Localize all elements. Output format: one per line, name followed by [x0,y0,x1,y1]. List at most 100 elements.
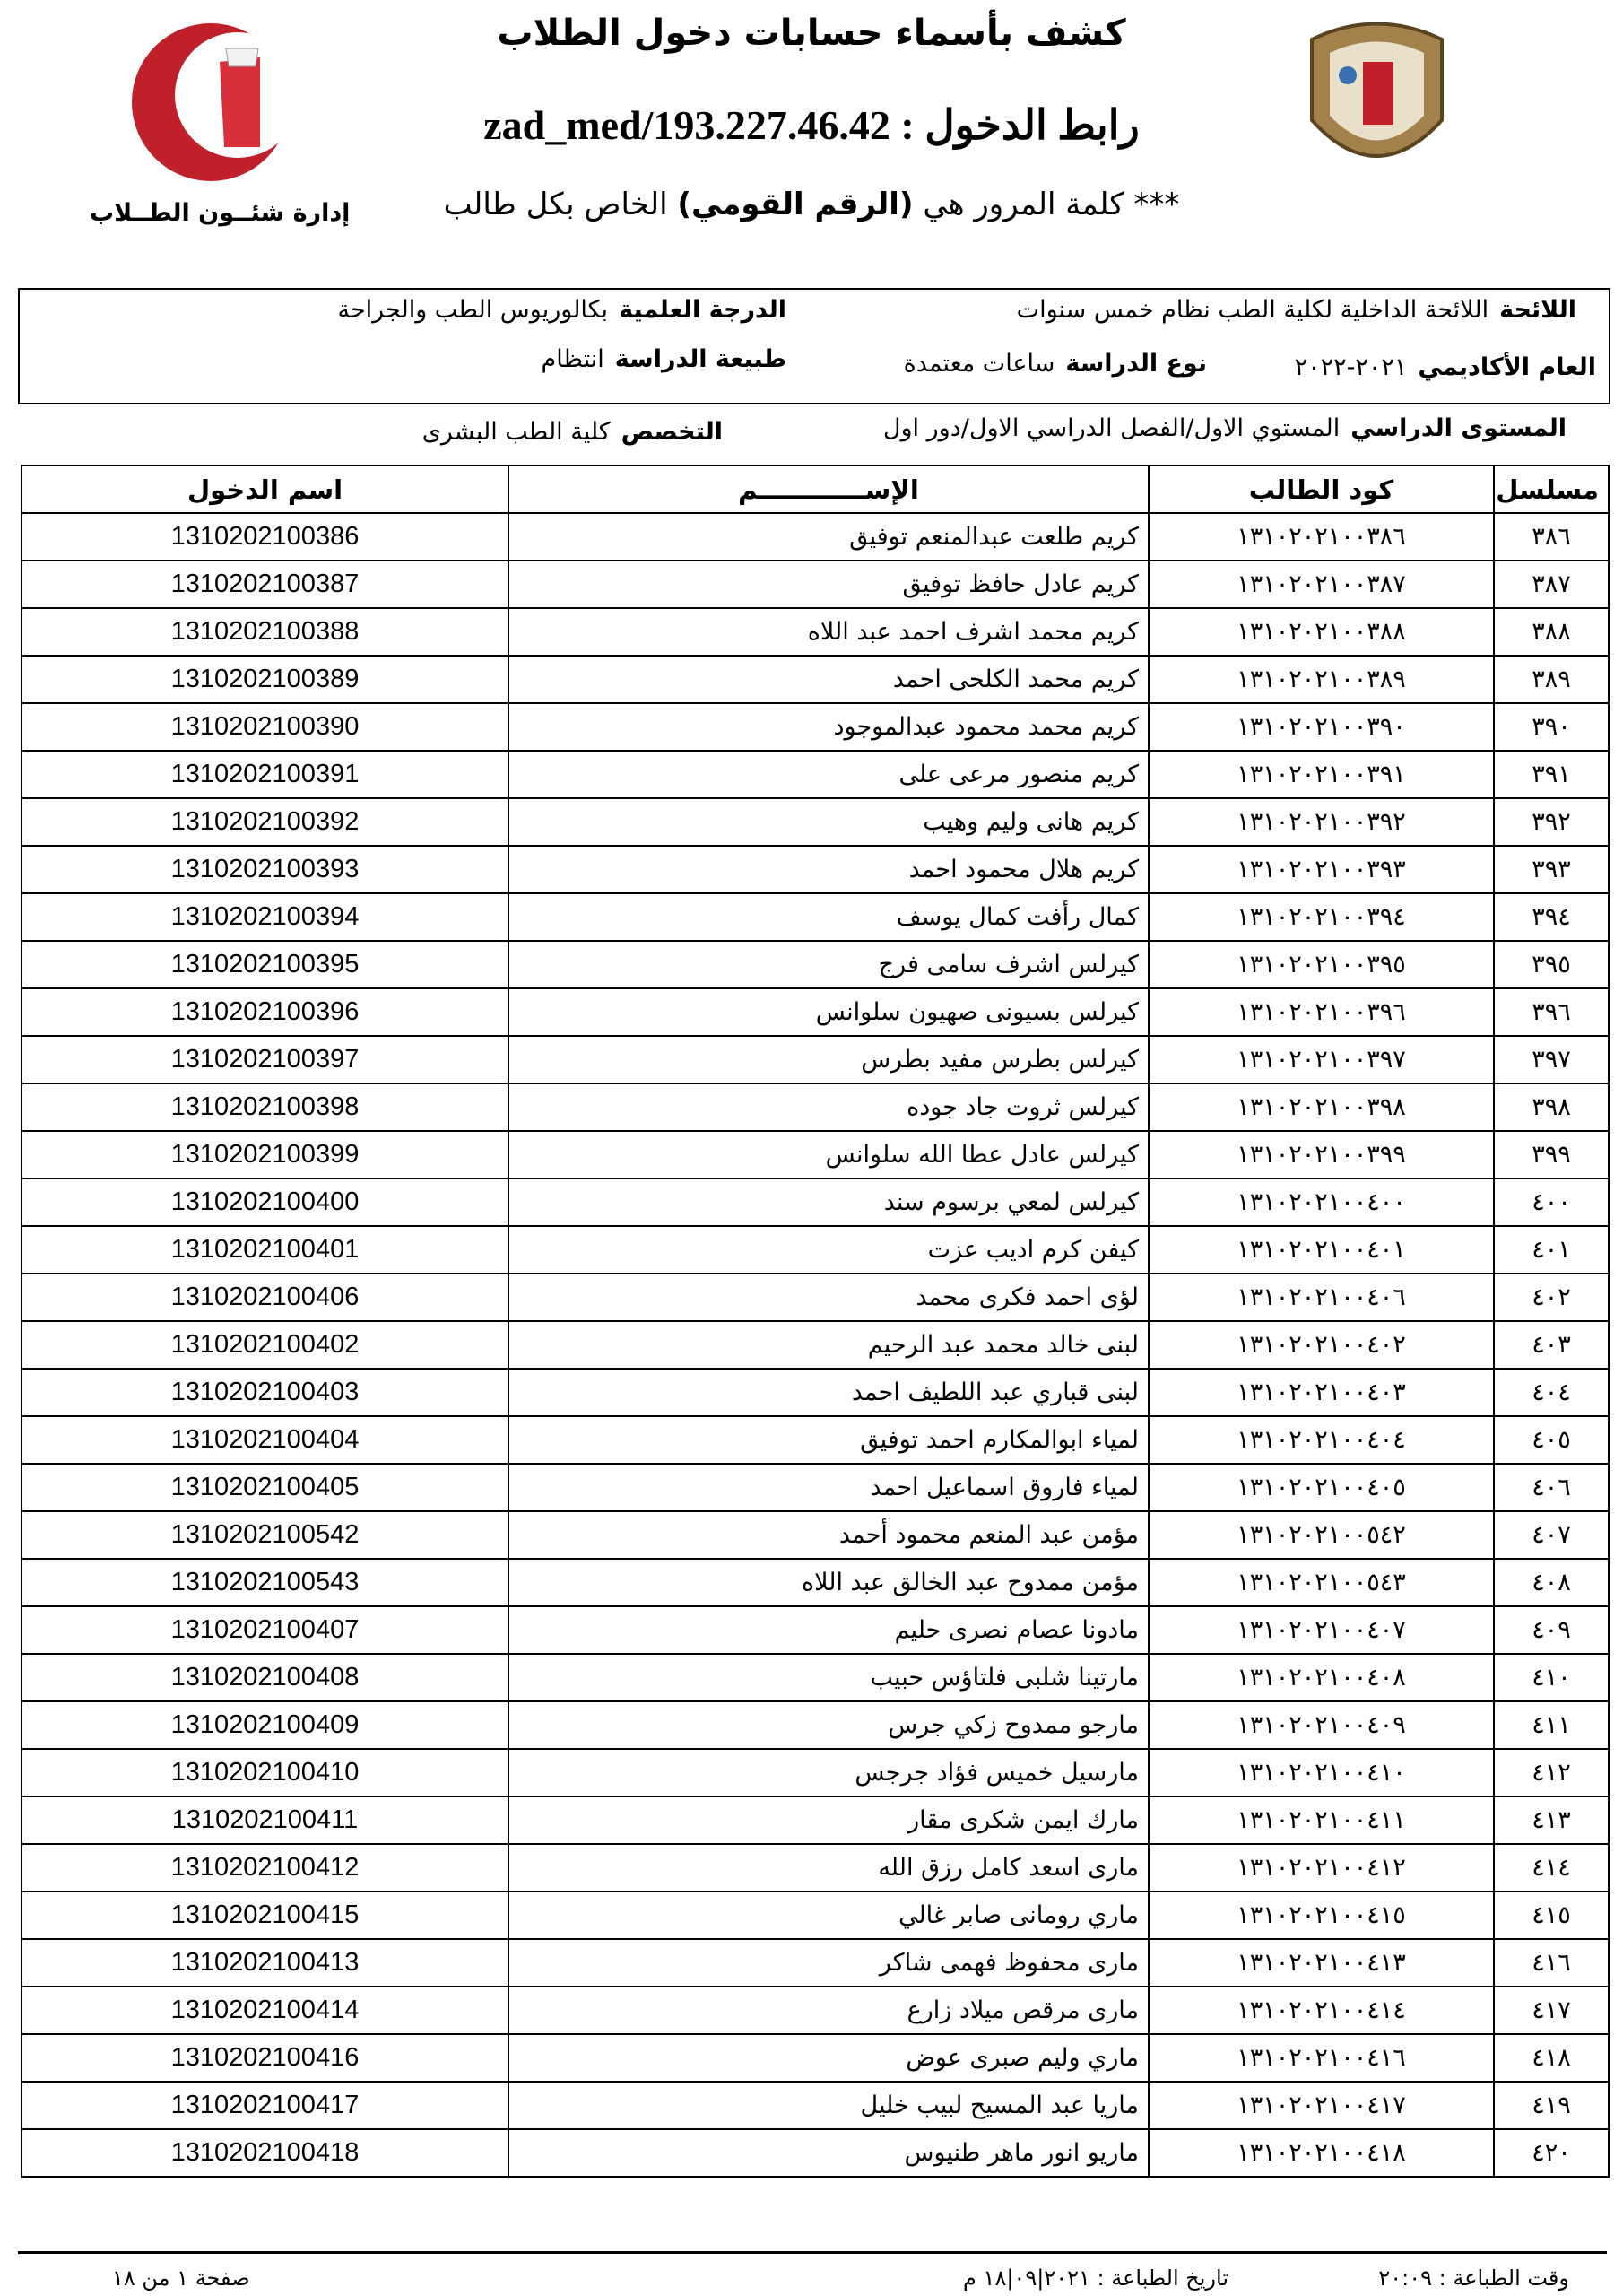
student-name-cell: كريم عادل حافظ توفيق [508,560,1150,609]
department: إدارة شئــون الطــلاب [90,199,351,227]
student-code-cell: ١٣١٠٢٠٢١٠٠٣٨٧ [1148,560,1495,609]
info-value: بكالوريوس الطب والجراحة [337,296,609,324]
info-item: التخصص كلية الطب البشرى [422,418,723,446]
column-header: الإســــــــــــم [508,465,1150,514]
students-table: مسلسل كود الطالب الإســــــــــــم اسم الدخ… [21,465,1610,2178]
student-code-cell: ١٣١٠٢٠٢١٠٠٤١٠ [1148,1748,1495,1797]
student-name-cell: كيرلس بسيونى صهيون سلوانس [508,987,1150,1037]
faculty-logo [132,23,296,181]
table-row: ٣٩٠ ١٣١٠٢٠٢١٠٠٣٩٠ كريم محمد محمود عبدالموج… [21,702,1610,752]
serial-cell: ٣٩١ [1493,750,1610,799]
table-row: ٣٩٦ ١٣١٠٢٠٢١٠٠٣٩٦ كيرلس بسيونى صهيون سلوان… [21,987,1610,1037]
login-name-cell: 1310202100407 [21,1605,509,1655]
table-row: ٣٨٩ ١٣١٠٢٠٢١٠٠٣٨٩ كريم محمد الكلحى احمد 131… [21,655,1610,704]
serial-cell: ٤٢٠ [1493,2128,1610,2178]
footer-rule [18,2251,1607,2254]
serial-cell: ٣٩٤ [1493,892,1610,942]
serial-cell: ٤٠٣ [1493,1320,1610,1370]
student-code-cell: ١٣١٠٢٠٢١٠٠٤١١ [1148,1796,1495,1845]
student-name-cell: كيرلس عادل عطا الله سلوانس [508,1130,1150,1179]
login-name-cell: 1310202100403 [21,1368,509,1417]
login-name-cell: 1310202100413 [21,1938,509,1987]
serial-cell: ٤١٣ [1493,1796,1610,1845]
student-code-cell: ١٣١٠٢٠٢١٠٠٣٩٠ [1148,702,1495,752]
serial-cell: ٤١٦ [1493,1938,1610,1987]
student-name-cell: كيرلس بطرس مفيد بطرس [508,1035,1150,1084]
login-name-cell: 1310202100543 [21,1558,509,1607]
login-name-cell: 1310202100418 [21,2128,509,2178]
serial-cell: ٣٩٦ [1493,987,1610,1037]
table-row: ٤٠٠ ١٣١٠٢٠٢١٠٠٤٠٠ كيرلس لمعي برسوم سند 1310… [21,1178,1610,1227]
login-name-cell: 1310202100411 [21,1796,509,1845]
info-item: اللائحة اللائحة الداخلية لكلية الطب نظام … [1017,296,1576,324]
student-code-cell: ١٣١٠٢٠٢١٠٠٤١٦ [1148,2033,1495,2083]
serial-cell: ٤١٠ [1493,1653,1610,1702]
serial-cell: ٤١١ [1493,1700,1610,1750]
serial-cell: ٣٩٧ [1493,1035,1610,1084]
student-code-cell: ١٣١٠٢٠٢١٠٠٤٠٤ [1148,1415,1495,1465]
login-name-cell: 1310202100389 [21,655,509,704]
info-item: طبيعة الدراسة انتظام [542,345,786,373]
info-label: طبيعة الدراسة [614,345,786,373]
info-value: اللائحة الداخلية لكلية الطب نظام خمس سنو… [1016,296,1489,324]
serial-cell: ٤٠٠ [1493,1178,1610,1227]
student-code-cell: ١٣١٠٢٠٢١٠٠٣٩٥ [1148,940,1495,989]
student-code-cell: ١٣١٠٢٠٢١٠٠٤٠٠ [1148,1178,1495,1227]
login-name-cell: 1310202100406 [21,1273,509,1322]
student-code-cell: ١٣١٠٢٠٢١٠٠٤٠٣ [1148,1368,1495,1417]
student-code-cell: ١٣١٠٢٠٢١٠٠٤٠٩ [1148,1700,1495,1750]
student-code-cell: ١٣١٠٢٠٢١٠٠٣٩٦ [1148,987,1495,1037]
student-code-cell: ١٣١٠٢٠٢١٠٠٥٤٣ [1148,1558,1495,1607]
table-row: ٤٠٣ ١٣١٠٢٠٢١٠٠٤٠٢ لبنى خالد محمد عبد الرحي… [21,1320,1610,1370]
table-row: ٤١٣ ١٣١٠٢٠٢١٠٠٤١١ مارك ايمن شكرى مقار 13102… [21,1796,1610,1845]
student-name-cell: كيرلس اشرف سامى فرج [508,940,1150,989]
student-code-cell: ١٣١٠٢٠٢١٠٠٣٩٨ [1148,1083,1495,1132]
table-row: ٤١٥ ١٣١٠٢٠٢١٠٠٤١٥ ماري رومانى صابر غالي 131… [21,1891,1610,1940]
login-name-cell: 1310202100405 [21,1463,509,1512]
serial-cell: ٤١٨ [1493,2033,1610,2083]
student-name-cell: كمال رأفت كمال يوسف [508,892,1150,942]
student-code-cell: ١٣١٠٢٠٢١٠٠٣٩٩ [1148,1130,1495,1179]
note-text: الخاص بكل طالب [443,187,668,222]
column-header: اسم الدخول [21,465,509,514]
student-code-cell: ١٣١٠٢٠٢١٠٠٤١٥ [1148,1891,1495,1940]
student-code-cell: ١٣١٠٢٠٢١٠٠٤١٣ [1148,1938,1495,1987]
login-name-cell: 1310202100414 [21,1986,509,2035]
student-name-cell: كريم منصور مرعى على [508,750,1150,799]
serial-cell: ٣٨٩ [1493,655,1610,704]
login-name-cell: 1310202100400 [21,1178,509,1227]
serial-cell: ٣٩٢ [1493,797,1610,847]
student-code-cell: ١٣١٠٢٠٢١٠٠٤٠٥ [1148,1463,1495,1512]
info-value: انتظام [541,345,604,373]
student-name-cell: لبنى قباري عبد اللطيف احمد [508,1368,1150,1417]
student-name-cell: لبنى خالد محمد عبد الرحيم [508,1320,1150,1370]
login-name-cell: 1310202100404 [21,1415,509,1465]
table-row: ٣٩١ ١٣١٠٢٠٢١٠٠٣٩١ كريم منصور مرعى على 13102… [21,750,1610,799]
note-text: *** كلمة المرور هي [923,187,1180,222]
student-name-cell: مارى اسعد كامل رزق الله [508,1843,1150,1892]
print-time: وقت الطباعة : ٢٠:٠٩ [1378,2266,1569,2291]
serial-cell: ٤١٤ [1493,1843,1610,1892]
table-row: ٣٩٧ ١٣١٠٢٠٢١٠٠٣٩٧ كيرلس بطرس مفيد بطرس 1310… [21,1035,1610,1084]
table-row: ٣٩٥ ١٣١٠٢٠٢١٠٠٣٩٥ كيرلس اشرف سامى فرج 13102… [21,940,1610,989]
login-name-cell: 1310202100393 [21,845,509,894]
serial-cell: ٣٩٣ [1493,845,1610,894]
table-body: ٣٨٦ ١٣١٠٢٠٢١٠٠٣٨٦ كريم طلعت عبدالمنعم توفي… [21,512,1610,2178]
student-code-cell: ١٣١٠٢٠٢١٠٠٤٠٧ [1148,1605,1495,1655]
student-code-cell: ١٣١٠٢٠٢١٠٠٤١٧ [1148,2081,1495,2130]
serial-cell: ٣٨٨ [1493,607,1610,657]
student-code-cell: ١٣١٠٢٠٢١٠٠٤٠٢ [1148,1320,1495,1370]
login-name-cell: 1310202100388 [21,607,509,657]
login-name-cell: 1310202100415 [21,1891,509,1940]
table-row: ٤١٦ ١٣١٠٢٠٢١٠٠٤١٣ مارى محفوظ فهمى شاكر 1310… [21,1938,1610,1987]
student-code-cell: ١٣١٠٢٠٢١٠٠٣٨٨ [1148,607,1495,657]
student-code-cell: ١٣١٠٢٠٢١٠٠٣٩١ [1148,750,1495,799]
login-name-cell: 1310202100386 [21,512,509,561]
student-name-cell: كريم هانى وليم وهيب [508,797,1150,847]
student-code-cell: ١٣١٠٢٠٢١٠٠٤١٨ [1148,2128,1495,2178]
table-row: ٤١١ ١٣١٠٢٠٢١٠٠٤٠٩ مارجو ممدوح زكي جرس 13102… [21,1700,1610,1750]
student-name-cell: لمياء فاروق اسماعيل احمد [508,1463,1150,1512]
student-name-cell: كيرلس ثروت جاد جوده [508,1083,1150,1132]
table-row: ٣٩٣ ١٣١٠٢٠٢١٠٠٣٩٣ كريم هلال محمود احمد 1310… [21,845,1610,894]
info-label: نوع الدراسة [1065,350,1207,378]
